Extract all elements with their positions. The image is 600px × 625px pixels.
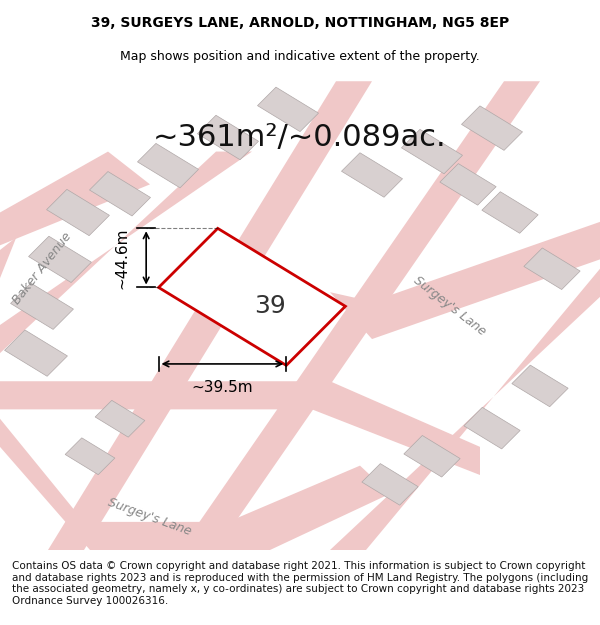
Polygon shape [158,228,346,366]
Polygon shape [401,129,463,174]
Polygon shape [197,115,259,160]
Text: 39: 39 [254,294,286,318]
Polygon shape [5,330,67,376]
Polygon shape [461,106,523,151]
Polygon shape [48,81,372,550]
Polygon shape [47,189,109,236]
Text: ~44.6m: ~44.6m [115,227,130,289]
Text: ~39.5m: ~39.5m [191,380,253,395]
Polygon shape [330,222,600,339]
Polygon shape [180,81,540,550]
Polygon shape [362,464,418,505]
Text: Surgey's Lane: Surgey's Lane [412,274,488,339]
Text: Contains OS data © Crown copyright and database right 2021. This information is : Contains OS data © Crown copyright and d… [12,561,588,606]
Polygon shape [440,164,496,205]
Polygon shape [11,283,73,329]
Text: ~361m²/~0.089ac.: ~361m²/~0.089ac. [153,123,447,152]
Polygon shape [65,438,115,474]
Polygon shape [524,248,580,289]
Polygon shape [0,203,60,278]
Text: Map shows position and indicative extent of the property.: Map shows position and indicative extent… [120,51,480,63]
Text: Surgey's Lane: Surgey's Lane [106,496,194,538]
Polygon shape [0,151,252,353]
Polygon shape [512,365,568,407]
Polygon shape [482,192,538,233]
Polygon shape [89,171,151,216]
Polygon shape [29,236,91,282]
Polygon shape [257,87,319,132]
Polygon shape [464,408,520,449]
Polygon shape [0,419,390,550]
Polygon shape [0,151,150,245]
Text: 39, SURGEYS LANE, ARNOLD, NOTTINGHAM, NG5 8EP: 39, SURGEYS LANE, ARNOLD, NOTTINGHAM, NG… [91,16,509,30]
Polygon shape [95,401,145,437]
Polygon shape [137,143,199,188]
Polygon shape [404,436,460,477]
Polygon shape [0,381,480,475]
Polygon shape [341,152,403,198]
Polygon shape [330,269,600,550]
Text: Baker Avenue: Baker Avenue [10,230,74,308]
